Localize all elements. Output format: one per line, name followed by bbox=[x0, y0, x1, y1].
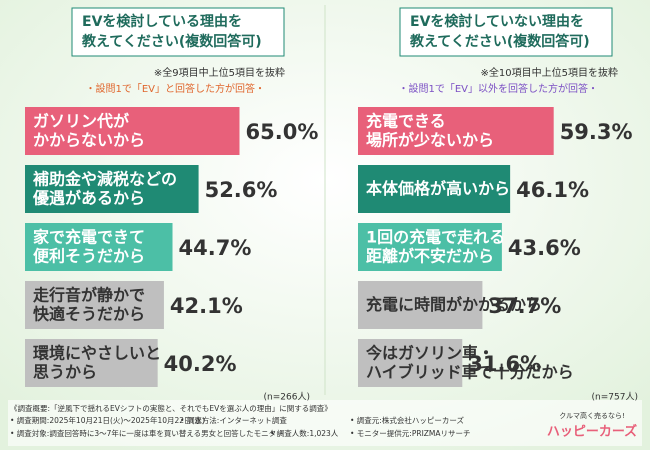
bar bbox=[25, 165, 199, 213]
category-label-line: 今はガソリン車・ bbox=[365, 343, 494, 362]
title-box bbox=[71, 7, 285, 57]
note: ※全9項目中上位5項目を抜粋 bbox=[154, 66, 285, 79]
title-box bbox=[399, 7, 613, 57]
value-label: 65.0% bbox=[246, 120, 319, 144]
footer-bg bbox=[8, 400, 642, 446]
category-label-line: 家で充電できて bbox=[33, 227, 145, 246]
bar bbox=[25, 107, 240, 155]
category-label: 走行音が静かで快適そうだから bbox=[32, 285, 145, 323]
category-label-line: 補助金や減税などの bbox=[32, 169, 177, 188]
bar bbox=[358, 223, 502, 271]
bar bbox=[25, 223, 173, 271]
value-label: 40.2% bbox=[164, 352, 237, 376]
value-label: 37.7% bbox=[488, 294, 561, 318]
bar bbox=[358, 107, 554, 155]
bar bbox=[25, 281, 164, 329]
chart-title: EVを検討している理由を bbox=[82, 13, 242, 30]
footer-text: 《調査概要:「逆風下で揺れるEVシフトの実態と、それでもEVを選ぶ人の理由」に関… bbox=[10, 403, 332, 413]
category-label: ガソリン代がかからないから bbox=[33, 111, 145, 149]
bar bbox=[358, 165, 511, 213]
note: ※全10項目中上位5項目を抜粋 bbox=[481, 66, 618, 79]
category-label: 補助金や減税などの優遇があるから bbox=[32, 169, 177, 207]
value-label: 46.1% bbox=[516, 178, 589, 202]
category-label-line: 便利そうだから bbox=[33, 246, 145, 265]
category-label-line: 本体価格が高いから bbox=[366, 179, 510, 198]
sample-size: (n=757人) bbox=[592, 392, 638, 403]
bar bbox=[358, 339, 463, 387]
category-label-line: 充電に時間がかかるから bbox=[366, 295, 542, 314]
category-label-line: 環境にやさしいと bbox=[33, 343, 161, 362]
value-label: 59.3% bbox=[560, 120, 633, 144]
note: ・設問1で「EV」と回答した方が回答・ bbox=[85, 82, 265, 95]
value-label: 42.1% bbox=[170, 294, 243, 318]
category-label-line: 充電できる bbox=[366, 111, 446, 130]
category-label: 充電に時間がかかるから bbox=[366, 295, 542, 314]
chart-title: EVを検討していない理由を bbox=[410, 13, 584, 30]
category-label-line: 距離が不安だから bbox=[366, 246, 494, 265]
bar bbox=[25, 339, 158, 387]
note: ・設問1で「EV」以外を回答した方が回答・ bbox=[398, 82, 598, 95]
footer-text: • 調査方法:インターネット調査 bbox=[180, 415, 287, 425]
category-label: 家で充電できて便利そうだから bbox=[33, 227, 145, 265]
category-label-line: かからないから bbox=[33, 130, 145, 149]
category-label-line: 1回の充電で走れる bbox=[366, 227, 505, 246]
value-label: 44.7% bbox=[179, 236, 252, 260]
value-label: 31.6% bbox=[468, 352, 541, 376]
category-label-line: 快適そうだから bbox=[33, 304, 145, 323]
logo: ハッピーカーズ bbox=[547, 424, 637, 440]
category-label: 充電できる場所が少ないから bbox=[366, 111, 494, 149]
footer-text: • 調査人数:1,023人 bbox=[270, 428, 339, 438]
value-label: 43.6% bbox=[508, 236, 581, 260]
category-label: 本体価格が高いから bbox=[366, 179, 510, 198]
category-label-line: 思うから bbox=[33, 362, 97, 381]
category-label-line: ガソリン代が bbox=[33, 111, 129, 130]
sample-size: (n=266人) bbox=[264, 392, 310, 403]
bar bbox=[358, 281, 483, 329]
footer-text: • モニター提供元:PRIZMAリサーチ bbox=[350, 428, 471, 438]
category-label: 今はガソリン車・ハイブリッド車で十分だから bbox=[365, 343, 574, 381]
footer-text: • 調査期間:2025年10月21日(火)～2025年10月22日(水) bbox=[10, 415, 205, 425]
value-label: 52.6% bbox=[205, 178, 278, 202]
category-label-line: 走行音が静かで bbox=[32, 285, 145, 304]
category-label: 環境にやさしいと思うから bbox=[33, 343, 161, 381]
chart-title: 教えてください(複数回答可) bbox=[82, 33, 262, 50]
category-label-line: ハイブリッド車で十分だから bbox=[366, 362, 574, 381]
footer-text: • 調査元:株式会社ハッピーカーズ bbox=[350, 415, 464, 425]
footer-text: • 調査対象:調査回答時に3～7年に一度は車を買い替える男女と回答したモニター bbox=[10, 428, 284, 438]
category-label: 1回の充電で走れる距離が不安だから bbox=[366, 227, 505, 265]
category-label-line: 場所が少ないから bbox=[366, 130, 494, 149]
logo-tagline: クルマ高く売るなら! bbox=[559, 411, 625, 420]
category-label-line: 優遇があるから bbox=[32, 188, 145, 207]
chart-title: 教えてください(複数回答可) bbox=[410, 33, 590, 50]
